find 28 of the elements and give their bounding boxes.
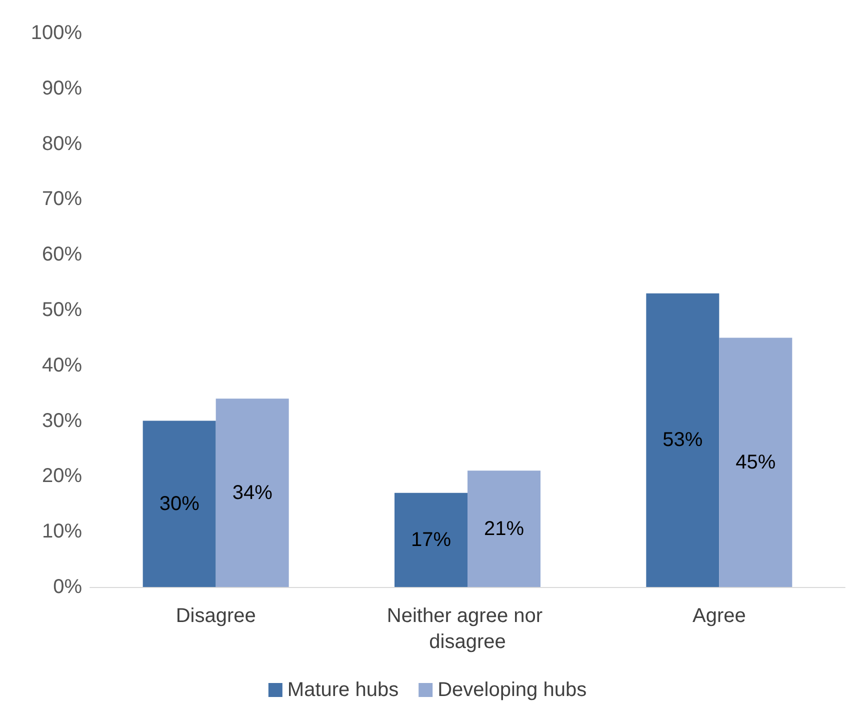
bar bbox=[142, 420, 216, 587]
x-tick-label: Agree bbox=[692, 605, 746, 627]
data-label: 17% bbox=[410, 528, 452, 551]
y-tick-label: 90% bbox=[42, 77, 82, 100]
data-label: 30% bbox=[159, 492, 200, 515]
x-tick-label: Neither agree nor disagree bbox=[386, 605, 548, 653]
legend-label: Mature hubs bbox=[287, 679, 399, 701]
data-label: 34% bbox=[232, 482, 273, 504]
data-label: 45% bbox=[736, 451, 776, 474]
bar bbox=[646, 293, 720, 587]
data-label: 21% bbox=[484, 518, 524, 540]
y-tick-label: 0% bbox=[53, 576, 82, 598]
y-tick-label: 20% bbox=[42, 465, 82, 488]
y-tick-label: 60% bbox=[42, 244, 82, 266]
y-tick-label: 40% bbox=[42, 354, 82, 376]
x-tick-label: Disagree bbox=[176, 605, 256, 627]
bar bbox=[394, 492, 468, 587]
bar bbox=[216, 398, 289, 587]
y-tick-label: 30% bbox=[42, 410, 82, 432]
y-tick-label: 70% bbox=[42, 188, 82, 210]
legend-label: Developing hubs bbox=[438, 679, 587, 701]
y-tick-label: 50% bbox=[42, 299, 82, 321]
bar bbox=[719, 338, 792, 587]
bar bbox=[468, 470, 540, 587]
data-label: 53% bbox=[662, 429, 703, 452]
y-tick-label: 100% bbox=[30, 22, 82, 44]
y-tick-label: 80% bbox=[42, 132, 82, 155]
y-tick-label: 10% bbox=[42, 520, 82, 543]
